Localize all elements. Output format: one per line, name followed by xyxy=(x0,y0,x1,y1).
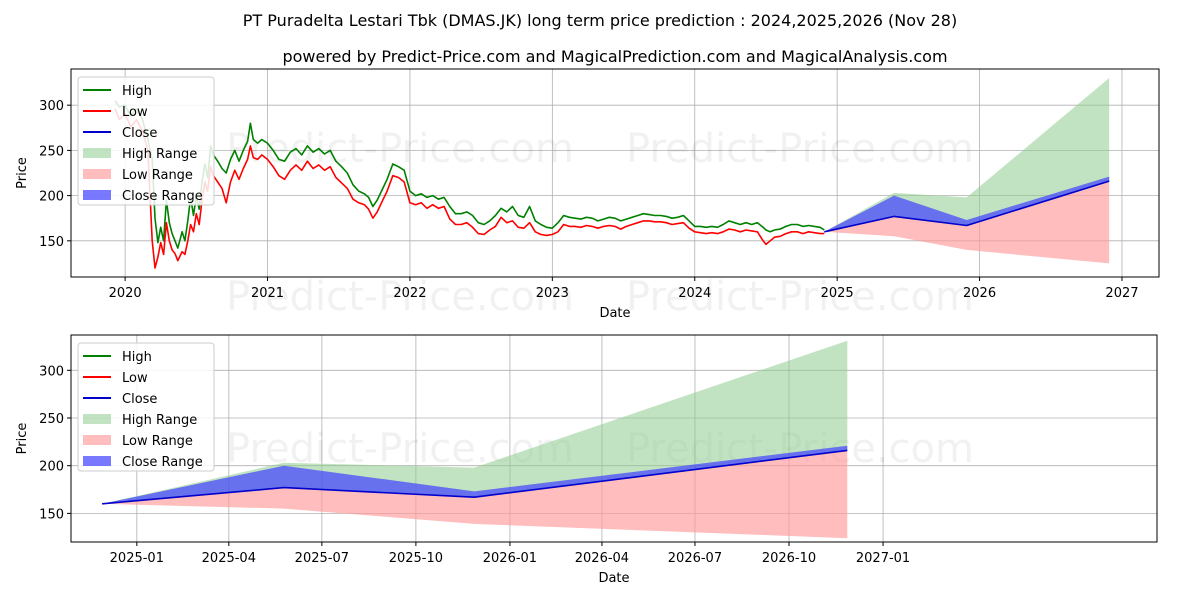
legend-swatch-low-range xyxy=(83,435,111,445)
x-tick-label: 2025-07 xyxy=(295,551,349,566)
x-tick-label: 2026-10 xyxy=(762,551,816,566)
plot-frame xyxy=(70,334,1158,543)
legend-label: Close xyxy=(122,392,157,407)
x-tick-label: 2027 xyxy=(1105,286,1138,301)
close-range-area xyxy=(824,176,1110,232)
x-tick-label: 2026 xyxy=(963,286,996,301)
high-range-area xyxy=(102,340,848,504)
legend-swatch-close-range xyxy=(83,456,111,466)
low-series-line xyxy=(114,108,825,269)
x-tick-label: 2027-01 xyxy=(856,551,910,566)
low-range-area xyxy=(824,181,1110,264)
legend-label: Low xyxy=(122,371,148,386)
legend-label: Close xyxy=(122,126,157,141)
watermark: Predict-Price.com xyxy=(626,274,974,320)
y-tick-label: 250 xyxy=(39,144,64,159)
x-tick-label: 2026-01 xyxy=(483,551,537,566)
legend-label: Low xyxy=(122,105,148,120)
x-tick-label: 2023 xyxy=(536,286,569,301)
legend-label: High Range xyxy=(122,147,197,162)
x-tick-label: 2021 xyxy=(251,286,284,301)
x-tick-label: 2025 xyxy=(821,286,854,301)
legend-label: Close Range xyxy=(122,455,203,470)
legend: High Low Close High Range Low Range Close Ran… xyxy=(77,342,215,472)
y-tick-label: 150 xyxy=(39,235,64,250)
x-tick-label: 2025-04 xyxy=(202,551,256,566)
high-range-area xyxy=(824,78,1110,232)
x-axis-label: Date xyxy=(598,571,629,586)
close-forecast-line xyxy=(824,180,1110,233)
y-axis-label: Price xyxy=(15,157,30,189)
x-tick-label: 2020 xyxy=(109,286,142,301)
x-tick-label: 2026-07 xyxy=(668,551,722,566)
y-axis-label: Price xyxy=(15,423,30,455)
top-panel: Predict-Price.com Predict-Price.com Predic… xyxy=(15,68,1160,321)
low-range-area xyxy=(102,450,848,539)
legend-label: Close Range xyxy=(122,189,203,204)
legend-swatch-low-range xyxy=(83,169,111,179)
watermark: Predict-Price.com xyxy=(226,274,574,320)
bottom-panel: Predict-Price.comPredict-Price.com2025-0… xyxy=(15,334,1158,586)
x-tick-label: 2025-01 xyxy=(110,551,164,566)
plot-frame xyxy=(70,68,1160,278)
chart-subtitle: powered by Predict-Price.com and Magical… xyxy=(282,47,947,66)
close-forecast-line xyxy=(102,449,848,505)
legend-swatch-close-range xyxy=(83,190,111,200)
watermark: Predict-Price.com xyxy=(626,126,974,172)
legend-swatch-high-range xyxy=(83,414,111,424)
legend-label: High xyxy=(122,84,152,99)
legend-label: High Range xyxy=(122,413,197,428)
y-tick-label: 150 xyxy=(39,507,64,522)
legend-label: Low Range xyxy=(122,168,193,183)
y-tick-label: 250 xyxy=(39,412,64,427)
y-tick-label: 200 xyxy=(39,460,64,475)
close-range-area xyxy=(102,445,848,504)
y-tick-label: 300 xyxy=(39,364,64,379)
x-tick-label: 2024 xyxy=(678,286,711,301)
legend-swatch-high-range xyxy=(83,148,111,158)
x-tick-label: 2022 xyxy=(393,286,426,301)
chart-title: PT Puradelta Lestari Tbk (DMAS.JK) long … xyxy=(243,11,957,30)
watermark: Predict-Price.com xyxy=(226,126,574,172)
y-tick-label: 300 xyxy=(39,99,64,114)
y-tick-label: 200 xyxy=(39,190,64,205)
high-series-line xyxy=(114,100,825,249)
x-tick-label: 2026-04 xyxy=(575,551,629,566)
legend: High Low Close High Range Low Range Close Ran… xyxy=(77,76,215,206)
legend-box xyxy=(77,342,215,472)
legend-label: Low Range xyxy=(122,434,193,449)
legend-label: High xyxy=(122,350,152,365)
legend-box xyxy=(77,76,215,206)
x-tick-label: 2025-10 xyxy=(389,551,443,566)
x-axis-label: Date xyxy=(599,306,630,321)
